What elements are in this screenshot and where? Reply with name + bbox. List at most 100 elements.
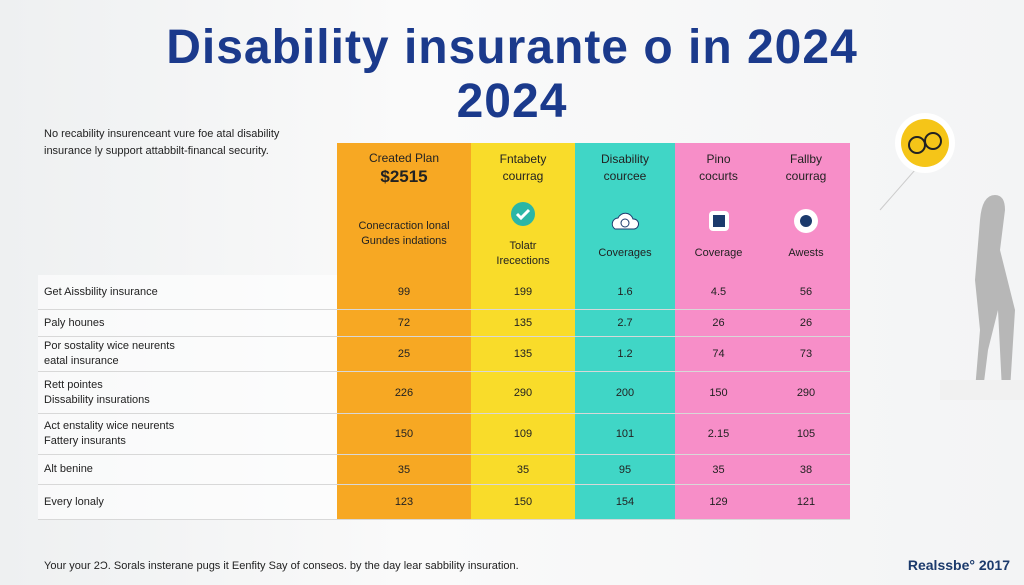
value-text: 26	[712, 317, 725, 329]
subheader-text: Gundes indations	[361, 235, 447, 247]
subheader-text: Awests	[788, 247, 824, 259]
value-cell: 101	[575, 414, 675, 455]
value-cell: 2.7	[575, 310, 675, 337]
row-label: Alt benine	[38, 455, 337, 485]
value-cell: 226	[337, 372, 471, 414]
column-subheader: Coverages	[575, 193, 675, 275]
row-label: Paly hounes	[38, 310, 337, 337]
value-cell: 26	[675, 310, 762, 337]
header-text: Pino	[706, 152, 731, 166]
value-text: 290	[796, 386, 816, 399]
value-cell: 35	[471, 455, 575, 485]
value-text: 199	[513, 286, 533, 298]
value-cell: 56	[762, 275, 850, 310]
value-text: 1.2	[617, 348, 633, 360]
value-text: 129	[709, 496, 728, 508]
value-text: 2.15	[707, 428, 730, 440]
label-text: Rett pointes	[44, 378, 103, 391]
column-header: Created Plan $2515	[337, 143, 471, 193]
value-cell: 35	[337, 455, 471, 485]
value-cell: 74	[675, 337, 762, 372]
pointer-line	[879, 169, 916, 211]
footer-brand: Realssbe° 2017	[907, 557, 1010, 573]
column-header: Pino cocurts	[675, 143, 762, 193]
icon	[705, 207, 733, 238]
column-subheader: Awests	[762, 193, 850, 275]
value-cell: 2.15	[675, 414, 762, 455]
decoration	[879, 113, 1024, 400]
value-text: 121	[796, 496, 816, 508]
value-cell: 1.6	[575, 275, 675, 310]
value-cell: 1.2	[575, 337, 675, 372]
row-label: Rett pointes Dissability insurations	[38, 372, 337, 414]
column-header: Disability courcee	[575, 143, 675, 193]
value-text: 2.7	[617, 317, 633, 329]
value-text: 226	[394, 386, 414, 399]
value-text: 25	[397, 348, 411, 360]
intro-line: No recability insurenceant vure foe atal…	[44, 128, 280, 140]
subheader-text: Coverage	[694, 247, 743, 259]
value-cell: 199	[471, 275, 575, 310]
label-text: Dissability insurations	[44, 393, 150, 406]
value-cell: 35	[675, 455, 762, 485]
footer-note: Your your 2Ɔ. Sorals insterane pugs it E…	[44, 560, 519, 572]
title: Disability insurante o in 2024	[166, 21, 858, 74]
header-text: Fallby	[789, 152, 822, 166]
header-text: Disability	[600, 152, 649, 166]
value-text: 154	[615, 496, 635, 508]
row-label: Every lonaly	[38, 485, 337, 520]
value-text: 290	[513, 386, 533, 399]
value-cell: 123	[337, 485, 471, 520]
value-cell: 73	[762, 337, 850, 372]
value-cell: 26	[762, 310, 850, 337]
row-label: Por sostality wice neurents eatal insuran…	[38, 337, 337, 372]
label-text: Fattery insurants	[44, 435, 126, 447]
value-text: 200	[615, 386, 635, 399]
value-text: 150	[394, 428, 414, 440]
value-text: 38	[799, 463, 813, 476]
value-cell: 25	[337, 337, 471, 372]
value-text: 35	[516, 463, 530, 476]
value-cell: 200	[575, 372, 675, 414]
icon	[509, 200, 537, 231]
value-cell: 129	[675, 485, 762, 520]
row-label: Act enstality wice neurents Fattery insur…	[38, 414, 337, 455]
value-text: 101	[615, 428, 635, 440]
value-text: 109	[513, 428, 533, 440]
value-cell: 290	[762, 372, 850, 414]
silhouette	[975, 195, 1015, 390]
intro-line: insurance ly support attabbilt-financal …	[44, 145, 269, 157]
subheader-text: Irecections	[496, 254, 550, 267]
value-text: 135	[513, 317, 533, 329]
value-text: 135	[513, 348, 533, 360]
column-subheader: Tolatr Irecections	[471, 193, 575, 275]
header-text: Created Plan	[368, 150, 440, 165]
value-text: 73	[799, 348, 813, 360]
icon	[611, 207, 640, 238]
header-text: courrag	[502, 169, 544, 183]
value-text: 105	[796, 428, 816, 440]
subheader-text: Conecraction lonal	[358, 220, 450, 232]
value-cell: 95	[575, 455, 675, 485]
subheader-text: Tolatr	[509, 239, 537, 252]
value-cell: 154	[575, 485, 675, 520]
title: 2024	[456, 75, 568, 128]
value-cell: 150	[675, 372, 762, 414]
intro: No recability insurenceant vure foe atal…	[44, 126, 279, 160]
label-text: Act enstality wice neurents	[44, 420, 175, 432]
value-text: 150	[709, 386, 728, 399]
value-cell: 109	[471, 414, 575, 455]
row-label: Get Aissbility insurance	[38, 275, 337, 310]
value-text: 35	[712, 463, 725, 476]
value-cell: 99	[337, 275, 471, 310]
value-text: 26	[799, 317, 813, 329]
value-cell: 121	[762, 485, 850, 520]
value-cell: 4.5	[675, 275, 762, 310]
value-text: 150	[513, 496, 533, 508]
label-text: Alt benine	[44, 463, 93, 475]
label-text: Paly hounes	[44, 316, 105, 329]
value-cell: 150	[337, 414, 471, 455]
column-header: Fallby courrag	[762, 143, 850, 193]
header-text: $2515	[380, 166, 428, 186]
